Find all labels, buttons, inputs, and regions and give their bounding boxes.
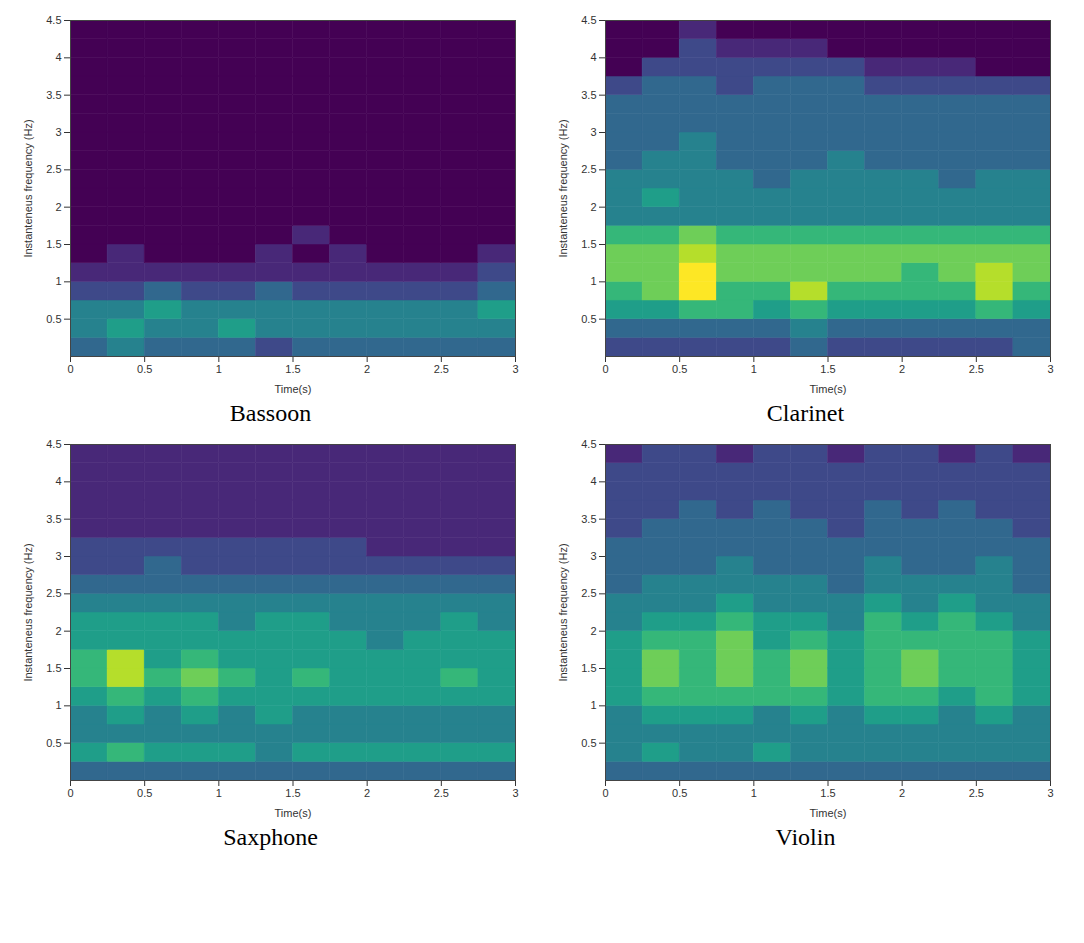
svg-text:0.5: 0.5 bbox=[672, 363, 687, 375]
svg-text:0.5: 0.5 bbox=[672, 787, 687, 799]
svg-text:2: 2 bbox=[899, 363, 905, 375]
svg-text:Time(s): Time(s) bbox=[810, 383, 847, 395]
svg-text:0: 0 bbox=[67, 787, 73, 799]
svg-text:1: 1 bbox=[751, 363, 757, 375]
svg-text:2: 2 bbox=[364, 787, 370, 799]
svg-text:2.5: 2.5 bbox=[46, 587, 61, 599]
svg-text:2.5: 2.5 bbox=[969, 787, 984, 799]
svg-text:0.5: 0.5 bbox=[581, 313, 596, 325]
svg-text:3: 3 bbox=[1047, 787, 1053, 799]
svg-text:1: 1 bbox=[590, 699, 596, 711]
svg-text:Time(s): Time(s) bbox=[810, 807, 847, 819]
html-text:Violin: Violin bbox=[775, 824, 836, 850]
html-text:Clarinet: Clarinet bbox=[766, 400, 845, 426]
svg-text:3: 3 bbox=[590, 550, 596, 562]
svg-text:1.5: 1.5 bbox=[581, 662, 596, 674]
svg-text:2: 2 bbox=[590, 625, 596, 637]
svg-text:3: 3 bbox=[512, 363, 518, 375]
svg-text:3: 3 bbox=[1047, 363, 1053, 375]
svg-text:1: 1 bbox=[216, 787, 222, 799]
svg-text:Time(s): Time(s) bbox=[275, 383, 312, 395]
svg-text:0.5: 0.5 bbox=[137, 363, 152, 375]
svg-text:3.5: 3.5 bbox=[46, 89, 61, 101]
svg-text:Instanteneus frequency (Hz): Instanteneus frequency (Hz) bbox=[557, 543, 569, 681]
svg-text:2.5: 2.5 bbox=[46, 163, 61, 175]
svg-text:1: 1 bbox=[55, 275, 61, 287]
html-text:Bassoon: Bassoon bbox=[229, 400, 312, 426]
svg-text:Instanteneus frequency (Hz): Instanteneus frequency (Hz) bbox=[557, 119, 569, 257]
svg-text:1: 1 bbox=[590, 275, 596, 287]
svg-text:4: 4 bbox=[55, 51, 61, 63]
svg-text:2: 2 bbox=[899, 787, 905, 799]
svg-text:0: 0 bbox=[602, 787, 608, 799]
svg-text:0.5: 0.5 bbox=[46, 313, 61, 325]
svg-text:2.5: 2.5 bbox=[434, 363, 449, 375]
svg-text:4.5: 4.5 bbox=[581, 14, 596, 26]
html-text:Saxphone: Saxphone bbox=[223, 824, 318, 850]
svg-text:Time(s): Time(s) bbox=[275, 807, 312, 819]
svg-text:4.5: 4.5 bbox=[46, 14, 61, 26]
svg-text:1.5: 1.5 bbox=[285, 363, 300, 375]
svg-text:1.5: 1.5 bbox=[820, 787, 835, 799]
svg-text:2: 2 bbox=[364, 363, 370, 375]
svg-text:3: 3 bbox=[55, 126, 61, 138]
svg-text:2.5: 2.5 bbox=[434, 787, 449, 799]
svg-text:1.5: 1.5 bbox=[46, 662, 61, 674]
svg-text:3.5: 3.5 bbox=[581, 513, 596, 525]
svg-text:1: 1 bbox=[55, 699, 61, 711]
svg-text:1.5: 1.5 bbox=[820, 363, 835, 375]
svg-text:Instanteneus frequency (Hz): Instanteneus frequency (Hz) bbox=[22, 119, 34, 257]
svg-text:0: 0 bbox=[67, 363, 73, 375]
svg-text:3: 3 bbox=[55, 550, 61, 562]
svg-text:0.5: 0.5 bbox=[137, 787, 152, 799]
svg-text:2: 2 bbox=[590, 201, 596, 213]
svg-text:2: 2 bbox=[55, 201, 61, 213]
svg-text:0: 0 bbox=[602, 363, 608, 375]
svg-text:3.5: 3.5 bbox=[581, 89, 596, 101]
svg-text:1.5: 1.5 bbox=[285, 787, 300, 799]
svg-text:3: 3 bbox=[590, 126, 596, 138]
svg-text:2: 2 bbox=[55, 625, 61, 637]
svg-text:2.5: 2.5 bbox=[969, 363, 984, 375]
svg-text:4: 4 bbox=[55, 475, 61, 487]
svg-text:1: 1 bbox=[216, 363, 222, 375]
svg-text:1: 1 bbox=[751, 787, 757, 799]
svg-text:0.5: 0.5 bbox=[581, 737, 596, 749]
svg-text:1.5: 1.5 bbox=[581, 238, 596, 250]
svg-text:2.5: 2.5 bbox=[581, 587, 596, 599]
svg-text:Instanteneus frequency (Hz): Instanteneus frequency (Hz) bbox=[22, 543, 34, 681]
svg-text:2.5: 2.5 bbox=[581, 163, 596, 175]
svg-text:4: 4 bbox=[590, 475, 596, 487]
svg-text:4.5: 4.5 bbox=[46, 438, 61, 450]
svg-text:4: 4 bbox=[590, 51, 596, 63]
svg-text:0.5: 0.5 bbox=[46, 737, 61, 749]
svg-text:3.5: 3.5 bbox=[46, 513, 61, 525]
svg-text:3: 3 bbox=[512, 787, 518, 799]
svg-text:4.5: 4.5 bbox=[581, 438, 596, 450]
svg-text:1.5: 1.5 bbox=[46, 238, 61, 250]
